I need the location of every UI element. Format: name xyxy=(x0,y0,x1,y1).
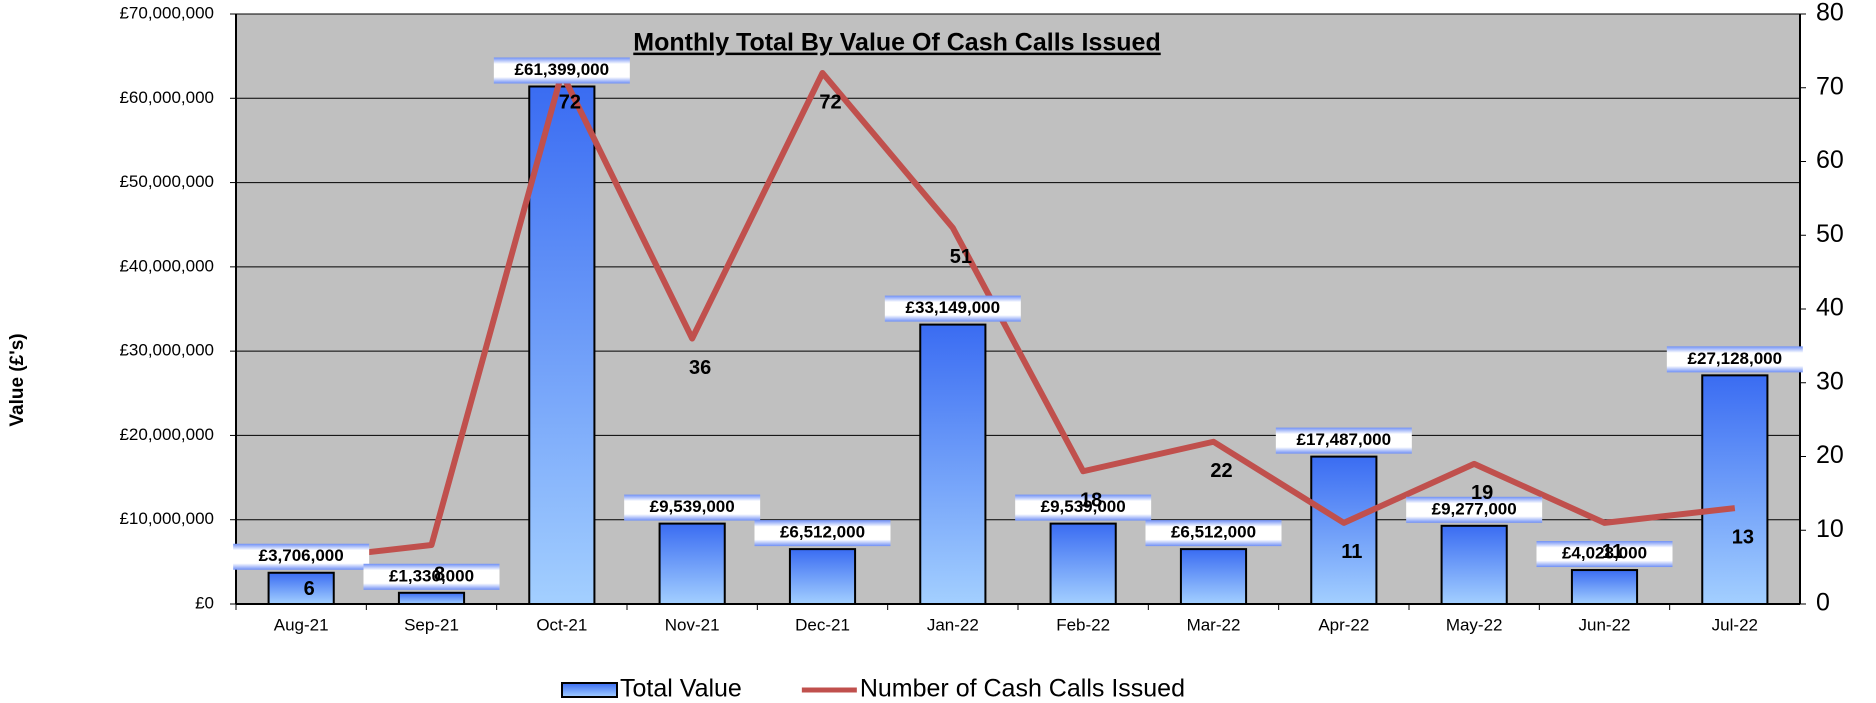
y-tick-label: £20,000,000 xyxy=(119,425,214,444)
data-label: £6,512,000 xyxy=(780,523,865,542)
data-label: £6,512,000 xyxy=(1171,523,1256,542)
bar xyxy=(1701,374,1769,605)
data-label: £9,539,000 xyxy=(650,497,735,516)
data-label: £3,706,000 xyxy=(259,546,344,565)
x-tick-label: Dec-21 xyxy=(795,615,850,634)
y2-tick-label: 60 xyxy=(1816,146,1844,174)
data-label-box xyxy=(1666,346,1803,373)
data-label: 11 xyxy=(1602,541,1623,563)
bar xyxy=(788,548,857,606)
data-label: £61,399,000 xyxy=(515,60,610,79)
data-label-box xyxy=(233,543,370,570)
bar xyxy=(528,85,596,605)
data-label: 18 xyxy=(1080,490,1102,512)
bar xyxy=(658,522,726,605)
data-label-box xyxy=(1145,520,1282,547)
y-tick-label: £40,000,000 xyxy=(119,256,214,275)
data-label: 72 xyxy=(559,91,581,113)
data-label: £33,149,000 xyxy=(906,298,1001,317)
data-label: £1,330,000 xyxy=(389,566,474,585)
data-label-box xyxy=(1015,494,1152,521)
data-label: £4,028,000 xyxy=(1562,544,1647,563)
data-label: 13 xyxy=(1732,526,1754,548)
y-tick-label: £30,000,000 xyxy=(119,341,214,360)
bar xyxy=(1570,569,1639,606)
data-label-box xyxy=(493,57,630,84)
y2-tick-label: 10 xyxy=(1816,515,1844,543)
line xyxy=(300,70,1736,563)
data-label-box xyxy=(1536,541,1673,568)
x-tick-label: Sep-21 xyxy=(404,615,459,634)
x-tick-label: Oct-21 xyxy=(536,615,587,634)
legend-label: Total Value xyxy=(620,675,742,703)
data-label-box xyxy=(624,494,761,521)
x-tick-label: Feb-22 xyxy=(1056,615,1110,634)
y2-tick-label: 80 xyxy=(1816,0,1844,27)
y-tick-label: £50,000,000 xyxy=(119,172,214,191)
x-tick-label: Aug-21 xyxy=(274,615,329,634)
bar xyxy=(397,591,466,605)
data-label: £27,128,000 xyxy=(1688,349,1783,368)
data-label: 36 xyxy=(689,357,711,379)
data-label: £9,539,000 xyxy=(1041,497,1126,516)
bar xyxy=(1310,455,1378,605)
legend-label: Number of Cash Calls Issued xyxy=(860,675,1185,703)
x-tick-label: Jun-22 xyxy=(1579,615,1631,634)
bar xyxy=(1440,524,1508,606)
bar xyxy=(1179,548,1248,606)
y-tick-label: £70,000,000 xyxy=(119,3,214,22)
data-label-box xyxy=(884,295,1021,322)
data-label-box xyxy=(1406,496,1543,523)
x-tick-label: Jan-22 xyxy=(927,615,979,634)
chart-title: Monthly Total By Value Of Cash Calls Iss… xyxy=(633,29,1160,57)
data-label: 8 xyxy=(434,563,445,585)
bar xyxy=(1049,522,1117,605)
y2-tick-label: 0 xyxy=(1816,589,1830,617)
data-label: £9,277,000 xyxy=(1432,499,1517,518)
y-tick-label: £10,000,000 xyxy=(119,509,214,528)
data-label-box xyxy=(1275,427,1412,454)
x-tick-label: Jul-22 xyxy=(1712,615,1758,634)
data-label: 11 xyxy=(1341,541,1362,563)
data-label: 22 xyxy=(1210,460,1232,482)
x-tick-label: Mar-22 xyxy=(1187,615,1241,634)
y-tick-label: £60,000,000 xyxy=(119,88,214,107)
y2-tick-label: 20 xyxy=(1816,441,1844,469)
data-label: 51 xyxy=(950,246,972,268)
data-label: 19 xyxy=(1471,482,1493,504)
data-label: £17,487,000 xyxy=(1297,430,1392,449)
data-label-box xyxy=(754,520,891,547)
y-axis-label: Value (£'s) xyxy=(7,333,28,426)
y2-tick-label: 30 xyxy=(1816,367,1844,395)
data-label: 6 xyxy=(304,578,315,600)
x-tick-label: May-22 xyxy=(1446,615,1503,634)
y2-tick-label: 40 xyxy=(1816,294,1844,322)
x-tick-label: Nov-21 xyxy=(665,615,720,634)
x-tick-label: Apr-22 xyxy=(1318,615,1369,634)
bar xyxy=(919,323,987,605)
y2-tick-label: 50 xyxy=(1816,220,1844,248)
data-label: 72 xyxy=(819,91,841,113)
y2-tick-label: 70 xyxy=(1816,72,1844,100)
data-label-box xyxy=(363,563,500,590)
y-tick-label: £0 xyxy=(195,593,214,612)
bar xyxy=(267,571,335,606)
legend-swatch xyxy=(561,682,618,698)
